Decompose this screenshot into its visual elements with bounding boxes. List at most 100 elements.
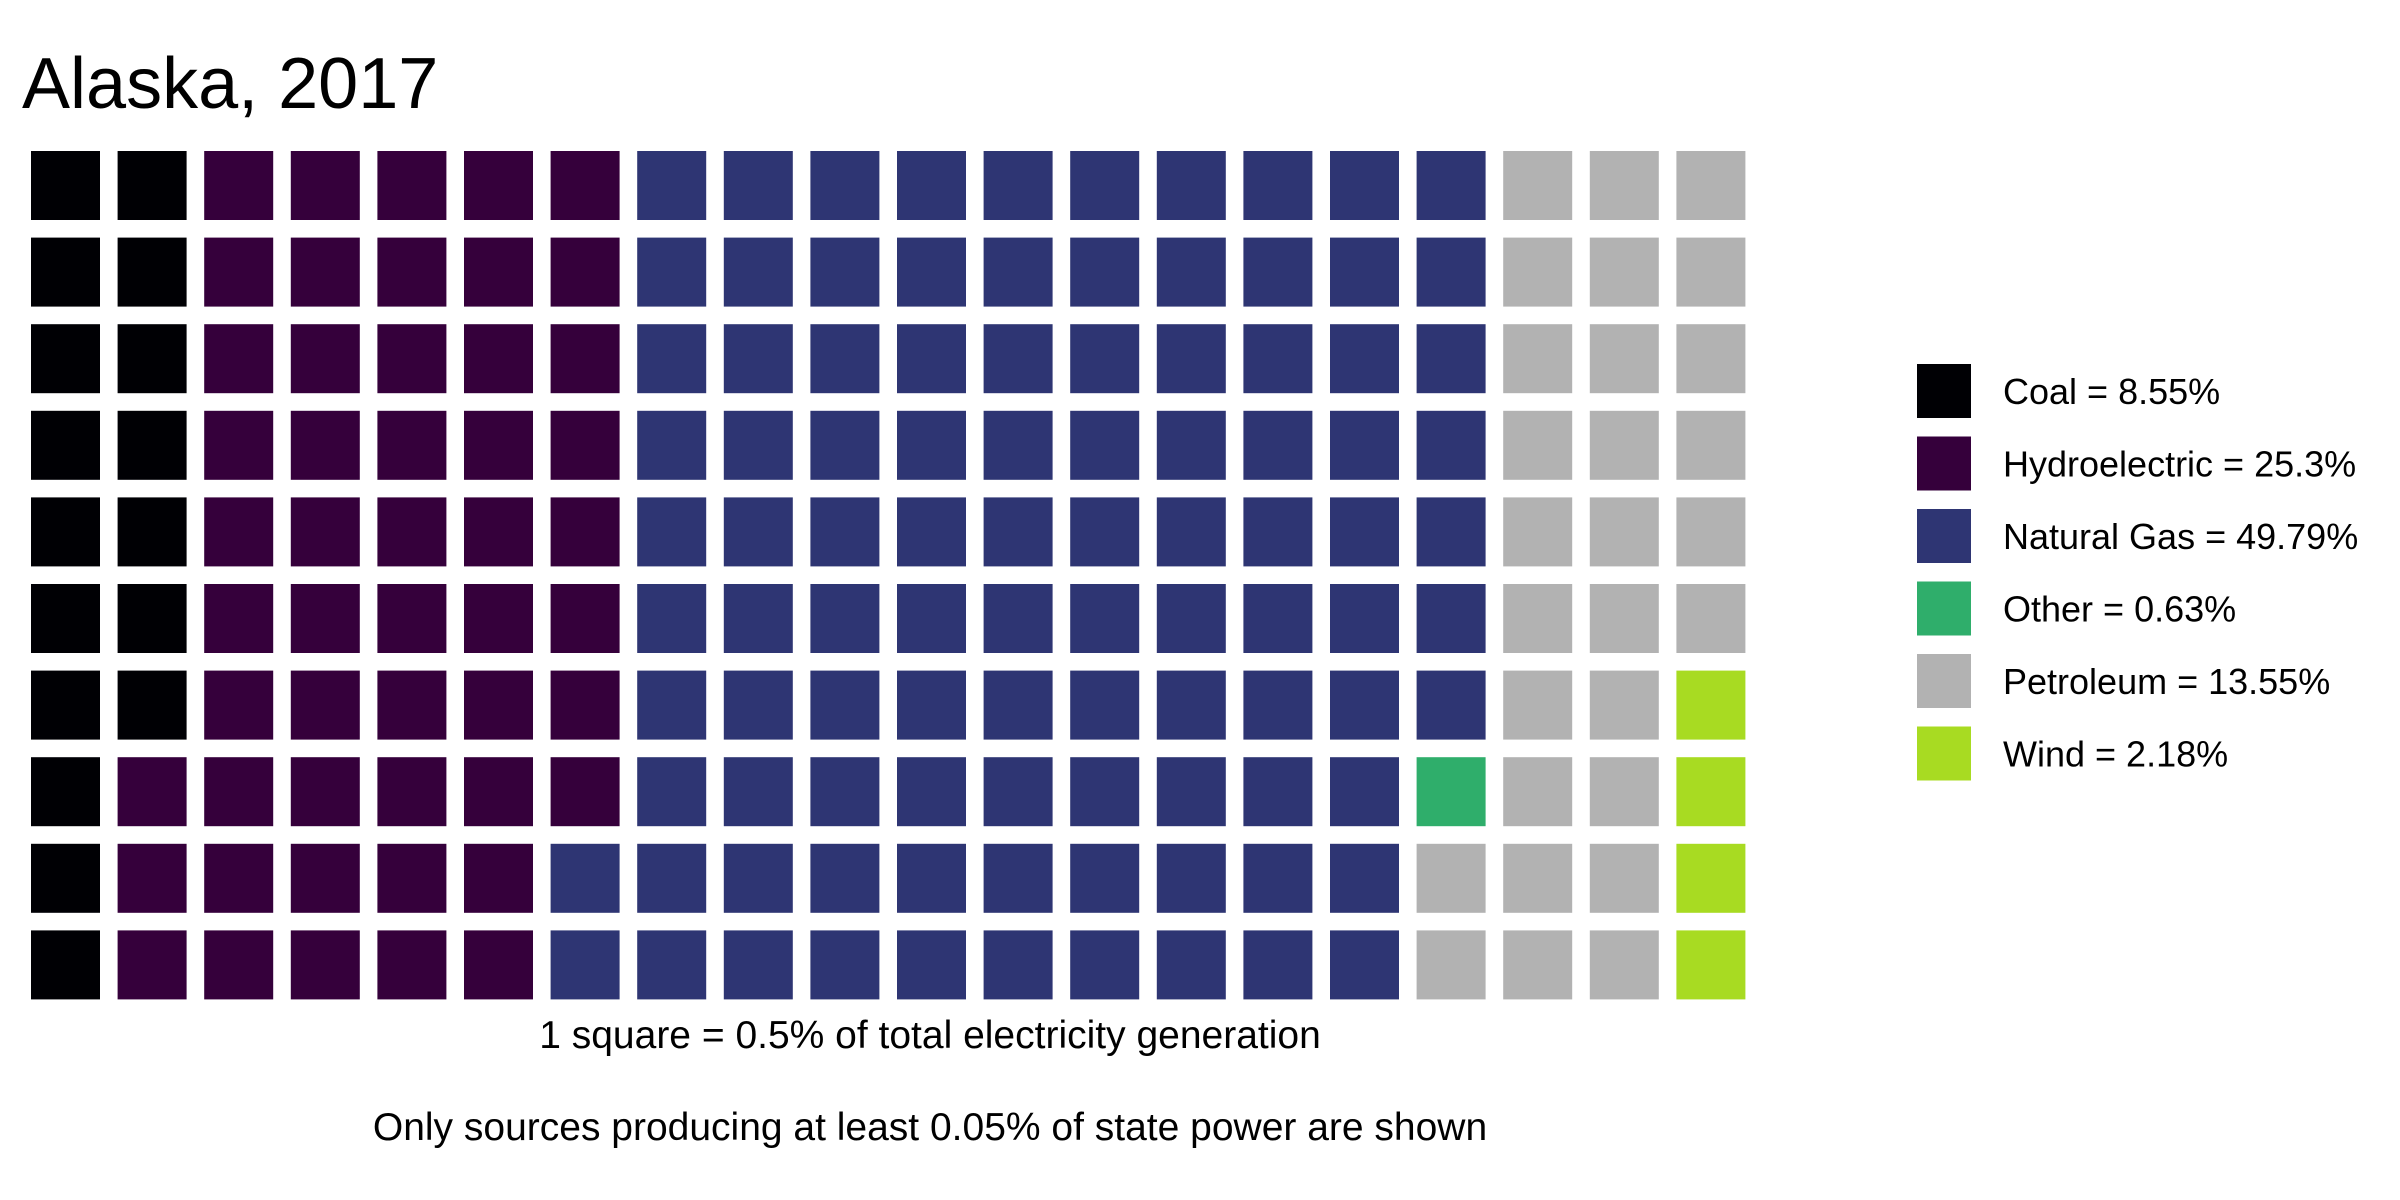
waffle-square-hydroelectric [464,410,533,480]
waffle-square-natural-gas [1330,324,1399,394]
waffle-square-petroleum [1416,843,1486,913]
waffle-square-natural-gas [723,670,793,740]
waffle-square-natural-gas [1416,670,1486,740]
waffle-square-petroleum [1676,410,1746,480]
waffle-square-natural-gas [810,843,880,913]
waffle-square-natural-gas [637,410,707,480]
waffle-square-natural-gas [1070,930,1140,1000]
waffle-square-petroleum [1503,151,1573,220]
waffle-square-natural-gas [897,930,966,1000]
waffle-square-natural-gas [897,670,966,740]
waffle-square-natural-gas [723,757,793,827]
waffle-square-hydroelectric [550,670,620,740]
waffle-square-natural-gas [1330,670,1399,740]
legend-key-hydroelectric [1917,436,1971,491]
waffle-square-petroleum [1503,324,1573,394]
waffle-square-hydroelectric [204,151,274,220]
waffle-square-hydroelectric [290,670,360,740]
waffle-square-natural-gas [1330,237,1399,307]
waffle-square-natural-gas [637,151,707,220]
waffle-square-natural-gas [723,151,793,220]
waffle-square-natural-gas [637,843,707,913]
waffle-square-hydroelectric [550,584,620,653]
waffle-square-hydroelectric [464,757,533,827]
waffle-square-hydroelectric [290,410,360,480]
waffle-square-natural-gas [983,757,1053,827]
legend: Coal = 8.55% Hydroelectric = 25.3% Natural… [1917,364,2358,781]
waffle-square-natural-gas [637,757,707,827]
waffle-square-coal [31,843,100,913]
waffle-square-hydroelectric [290,324,360,394]
waffle-square-hydroelectric [290,757,360,827]
waffle-square-natural-gas [897,757,966,827]
x-axis-label: 1 square = 0.5% of total electricity gen… [539,1014,1321,1057]
waffle-square-natural-gas [810,584,880,653]
waffle-square-coal [117,584,187,653]
waffle-square-natural-gas [810,151,880,220]
waffle-square-hydroelectric [464,930,533,1000]
waffle-square-petroleum [1589,410,1659,480]
waffle-square-natural-gas [1330,757,1399,827]
waffle-square-natural-gas [810,757,880,827]
waffle-square-natural-gas [723,324,793,394]
waffle-square-hydroelectric [290,151,360,220]
waffle-square-hydroelectric [290,497,360,567]
waffle-square-coal [31,584,100,653]
waffle-square-hydroelectric [204,930,274,1000]
waffle-square-natural-gas [550,930,620,1000]
waffle-square-natural-gas [1156,151,1226,220]
waffle-square-natural-gas [810,930,880,1000]
waffle-square-hydroelectric [464,584,533,653]
waffle-square-natural-gas [897,237,966,307]
waffle-square-natural-gas [1070,151,1140,220]
waffle-square-hydroelectric [377,237,447,307]
waffle-square-hydroelectric [464,237,533,307]
waffle-square-natural-gas [1416,497,1486,567]
legend-label-petroleum: Petroleum = 13.55% [2003,661,2330,702]
legend-label-natural-gas: Natural Gas = 49.79% [2003,516,2358,557]
waffle-square-natural-gas [1243,324,1313,394]
waffle-square-natural-gas [1156,930,1226,1000]
waffle-square-natural-gas [550,843,620,913]
waffle-square-natural-gas [723,930,793,1000]
waffle-square-petroleum [1503,670,1573,740]
waffle-square-natural-gas [1416,584,1486,653]
waffle-square-hydroelectric [550,410,620,480]
waffle-square-petroleum [1503,410,1573,480]
waffle-square-hydroelectric [290,584,360,653]
waffle-square-natural-gas [983,324,1053,394]
waffle-square-wind [1676,843,1746,913]
legend-key-natural-gas [1917,509,1971,563]
waffle-square-hydroelectric [464,151,533,220]
waffle-square-coal [31,151,100,220]
waffle-square-natural-gas [1156,584,1226,653]
waffle-square-natural-gas [897,324,966,394]
waffle-square-coal [31,757,100,827]
waffle-square-petroleum [1589,151,1659,220]
waffle-square-natural-gas [1243,410,1313,480]
legend-label-hydroelectric: Hydroelectric = 25.3% [2003,444,2356,485]
waffle-square-natural-gas [1416,410,1486,480]
waffle-square-natural-gas [897,410,966,480]
waffle-square-coal [31,324,100,394]
waffle-square-natural-gas [1330,843,1399,913]
legend-key-wind [1917,726,1971,781]
waffle-square-natural-gas [983,930,1053,1000]
waffle-square-petroleum [1503,930,1573,1000]
waffle-square-natural-gas [1330,930,1399,1000]
waffle-square-hydroelectric [204,584,274,653]
waffle-square-natural-gas [1330,151,1399,220]
waffle-square-natural-gas [983,670,1053,740]
waffle-square-hydroelectric [377,584,447,653]
waffle-square-natural-gas [810,237,880,307]
waffle-square-wind [1676,930,1746,1000]
waffle-square-hydroelectric [377,757,447,827]
waffle-square-natural-gas [1243,843,1313,913]
waffle-square-hydroelectric [464,843,533,913]
waffle-square-natural-gas [897,151,966,220]
waffle-square-coal [31,237,100,307]
waffle-square-natural-gas [1416,151,1486,220]
waffle-square-natural-gas [1243,237,1313,307]
waffle-square-coal [117,151,187,220]
waffle-square-petroleum [1589,497,1659,567]
